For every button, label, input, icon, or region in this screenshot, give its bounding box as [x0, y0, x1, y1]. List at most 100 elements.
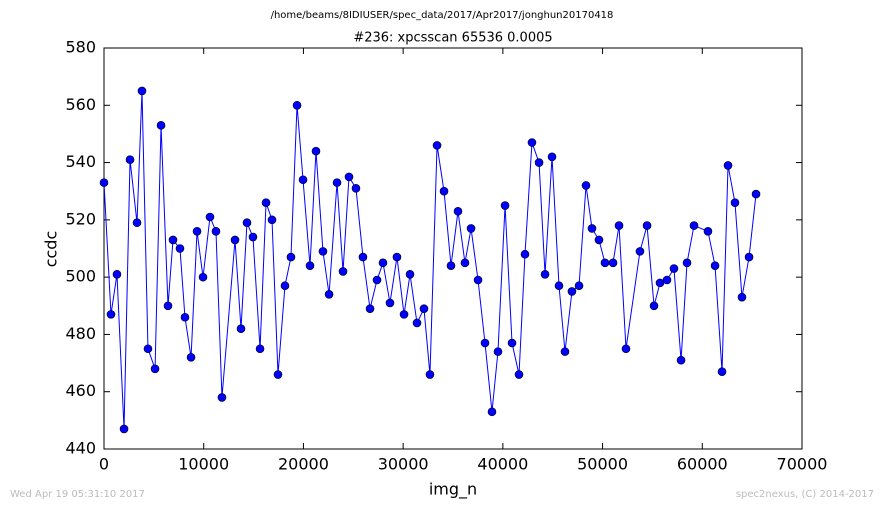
data-point — [378, 258, 388, 268]
data-point — [446, 261, 456, 270]
data-point — [594, 235, 604, 245]
footer-left: Wed Apr 19 05:31:10 2017 — [10, 489, 145, 500]
data-point — [119, 424, 129, 434]
x-tick-label: 70000 — [777, 455, 828, 474]
data-point — [205, 212, 215, 222]
data-point — [168, 235, 178, 245]
data-point — [514, 370, 524, 379]
data-point — [587, 224, 597, 233]
data-point — [534, 158, 544, 167]
data-point — [286, 252, 296, 262]
data-point — [723, 161, 733, 170]
data-point — [236, 324, 246, 334]
data-point — [242, 218, 252, 228]
data-point — [560, 347, 570, 356]
data-point — [332, 178, 342, 187]
data-point — [150, 364, 160, 374]
x-tick-label: 50000 — [577, 455, 628, 474]
x-tick-label: 30000 — [378, 455, 429, 474]
data-point — [473, 275, 483, 285]
data-point — [211, 227, 221, 236]
data-point — [737, 292, 747, 302]
data-point — [137, 86, 147, 96]
data-point — [372, 275, 382, 285]
data-point — [751, 189, 761, 199]
y-tick-label: 540 — [65, 152, 96, 171]
data-point — [554, 281, 564, 291]
data-point — [581, 181, 591, 190]
data-point — [186, 353, 196, 362]
data-point — [351, 184, 361, 193]
data-point — [669, 264, 679, 273]
footer-right: spec2nexus, (C) 2014-2017 — [736, 489, 874, 500]
data-point — [574, 281, 584, 291]
data-point — [298, 175, 308, 185]
data-point — [324, 290, 334, 299]
data-point — [412, 318, 422, 328]
chart-title: #236: xpcsscan 65536 0.0005 — [353, 31, 552, 46]
data-point — [682, 258, 692, 268]
data-point — [255, 344, 265, 354]
data-point — [493, 347, 503, 356]
data-point — [385, 298, 395, 308]
data-point — [425, 370, 435, 379]
data-point — [453, 206, 463, 216]
data-point — [230, 235, 240, 245]
suptitle: /home/beams/8IDIUSER/spec_data/2017/Apr2… — [271, 10, 614, 21]
data-point — [125, 155, 135, 165]
data-point — [703, 227, 713, 236]
data-point — [198, 272, 208, 282]
data-point — [460, 258, 470, 268]
data-point — [106, 310, 116, 319]
data-point — [487, 407, 497, 417]
data-point — [175, 244, 185, 253]
data-point — [273, 370, 283, 379]
data-point — [480, 338, 490, 348]
data-point — [365, 304, 375, 313]
data-point — [392, 252, 402, 262]
y-tick-label: 480 — [65, 324, 96, 343]
data-point — [180, 312, 190, 322]
data-point — [292, 100, 302, 110]
data-point — [689, 221, 699, 230]
data-point — [405, 269, 415, 279]
data-point — [267, 215, 277, 225]
data-point — [248, 232, 258, 242]
data-point — [112, 269, 122, 279]
data-point — [99, 178, 109, 187]
data-point — [280, 281, 290, 291]
x-tick-label: 40000 — [477, 455, 528, 474]
data-point — [163, 301, 173, 311]
data-point — [621, 344, 631, 354]
x-tick-label: 10000 — [178, 455, 229, 474]
x-tick-label: 0 — [99, 455, 109, 474]
data-point — [635, 247, 645, 256]
data-point — [217, 393, 227, 402]
data-point — [466, 224, 476, 233]
data-point — [399, 310, 409, 319]
data-point — [439, 186, 449, 196]
data-point — [527, 138, 537, 147]
data-point — [500, 201, 510, 210]
data-point — [311, 146, 321, 156]
data-point — [261, 198, 271, 207]
data-point — [318, 247, 328, 256]
data-point — [132, 218, 142, 228]
data-point — [744, 252, 754, 262]
data-point — [344, 172, 354, 182]
data-point — [358, 252, 368, 262]
y-tick-label: 440 — [65, 439, 96, 458]
data-point — [717, 367, 727, 376]
x-axis-label: img_n — [429, 480, 477, 500]
data-point — [143, 344, 153, 354]
x-tick-label: 60000 — [677, 455, 728, 474]
data-point — [192, 227, 202, 236]
data-point — [676, 355, 686, 365]
data-point — [600, 258, 610, 268]
y-tick-label: 500 — [65, 267, 96, 286]
data-point — [608, 258, 618, 268]
data-point — [419, 304, 429, 313]
data-point — [507, 338, 517, 348]
